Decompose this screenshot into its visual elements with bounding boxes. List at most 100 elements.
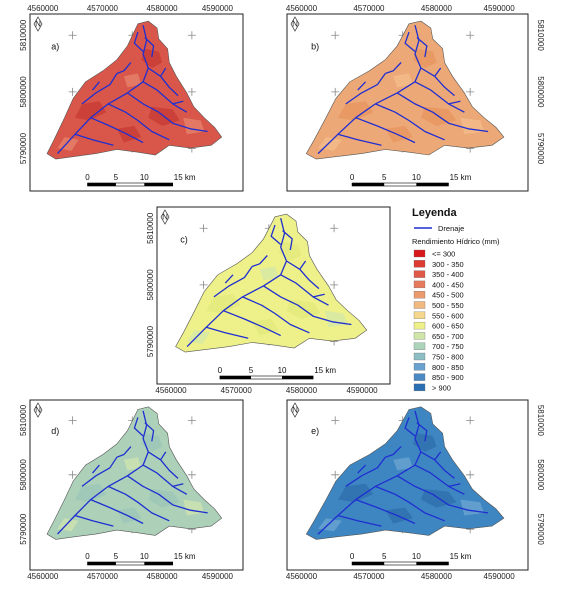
y-tick-label: 5810000 xyxy=(146,212,155,244)
scale-bar: 0 5 10 15 km xyxy=(218,366,336,380)
y-tick-label: 5800000 xyxy=(536,76,545,108)
drainage-line xyxy=(337,514,382,527)
drainage-line xyxy=(127,92,208,133)
map-panel-b: b) N 4560000 4570000 4580000 4590000 5810000 58… xyxy=(286,4,545,192)
scale-bar: 0 5 10 15 km xyxy=(85,173,196,187)
drainage-line xyxy=(81,73,118,105)
scale-bar-label: 10 xyxy=(140,552,149,561)
drainage-line xyxy=(133,31,144,52)
y-tick-label: 5790000 xyxy=(146,325,155,357)
drainage-line xyxy=(355,498,416,525)
graticule-cross xyxy=(331,31,340,40)
scale-bar-label: 0 xyxy=(85,173,90,182)
drainage-line xyxy=(251,255,268,268)
drainage-line xyxy=(186,218,288,348)
panel-label: b) xyxy=(311,41,319,51)
legend-swatch xyxy=(413,383,426,392)
drainage-line xyxy=(375,485,445,522)
x-tick-label: 4590000 xyxy=(202,4,234,13)
yield-patch xyxy=(337,483,374,503)
scale-bar-label: 15 km xyxy=(314,366,336,375)
scale-bar: 0 5 10 15 km xyxy=(350,173,472,187)
drainage-line xyxy=(313,293,325,298)
yield-patch xyxy=(393,73,413,88)
north-arrow-icon xyxy=(290,402,300,418)
graticule-cross xyxy=(331,470,340,479)
drainage-line xyxy=(172,100,184,105)
drainage-line xyxy=(172,483,184,488)
x-tick-label: 4560000 xyxy=(27,4,59,13)
panel-label: a) xyxy=(51,41,59,51)
drainage-line xyxy=(385,62,402,75)
legend-class-label: 700 - 750 xyxy=(432,342,464,351)
drainage-line xyxy=(404,417,416,437)
north-arrow-icon xyxy=(160,209,170,225)
drainage-line xyxy=(286,260,320,290)
graticule-cross xyxy=(199,280,208,289)
x-tick-label: 4580000 xyxy=(421,572,453,581)
north-arrow-icon xyxy=(33,402,43,418)
drainage-line xyxy=(448,483,461,488)
legend-swatch xyxy=(413,321,426,330)
map-panel-e: e) N 4560000 4570000 4580000 4590000 5810000 58… xyxy=(286,399,545,581)
graticule-cross xyxy=(68,31,77,40)
drainage-line xyxy=(74,514,114,527)
legend-swatch xyxy=(413,342,426,350)
drainage-line xyxy=(206,326,249,339)
panel-label: c) xyxy=(180,234,188,244)
x-tick-label: 4570000 xyxy=(221,386,253,395)
drainage-line xyxy=(396,92,489,133)
drainage-line xyxy=(223,310,281,337)
y-tick-label: 5800000 xyxy=(146,269,155,301)
yield-patch xyxy=(206,294,241,314)
scale-bar-label: 0 xyxy=(350,173,355,182)
drainage-line xyxy=(160,451,167,461)
x-tick-label: 4570000 xyxy=(87,572,119,581)
legend-class-label: 600 - 650 xyxy=(432,322,464,331)
legend-class-label: 550 - 600 xyxy=(432,311,464,320)
drainage-line xyxy=(144,37,155,58)
legend: Leyenda Drenaje Rendimiento Hídrico (mm) <=… xyxy=(412,207,500,392)
drainage-line xyxy=(92,464,100,474)
drainage-line xyxy=(270,224,282,245)
y-tick-label: 5810000 xyxy=(19,19,28,51)
drainage-line xyxy=(414,464,465,495)
north-label: N xyxy=(292,20,298,29)
drainage-line xyxy=(133,417,144,437)
scale-bar-label: 5 xyxy=(382,552,387,561)
scale-bar-label: 10 xyxy=(278,366,287,375)
scale-bar-label: 0 xyxy=(218,366,223,375)
legend-subtitle: Rendimiento Hídrico (mm) xyxy=(412,237,500,246)
legend-class-label: 450 - 500 xyxy=(432,291,464,300)
drainage-line xyxy=(116,62,132,75)
drainage-line xyxy=(142,464,188,495)
legend-swatch xyxy=(413,249,426,258)
y-tick-label: 5810000 xyxy=(536,405,545,437)
graticule-cross xyxy=(68,416,77,425)
legend-title: Leyenda xyxy=(412,207,458,219)
x-tick-label: 4580000 xyxy=(146,4,178,13)
graticule-cross xyxy=(466,470,475,479)
drainage-line xyxy=(420,451,455,479)
y-tick-label: 5810000 xyxy=(536,20,545,52)
drainage-line xyxy=(404,31,416,52)
legend-class-label: 650 - 700 xyxy=(432,332,464,341)
drainage-line xyxy=(357,81,367,91)
x-tick-label: 4570000 xyxy=(87,4,119,13)
x-tick-label: 4570000 xyxy=(353,4,385,13)
yield-patch xyxy=(75,483,107,503)
drainage-line xyxy=(420,67,455,97)
graticule-cross xyxy=(68,470,77,479)
graticule-cross xyxy=(466,31,475,40)
drainage-line xyxy=(448,100,461,105)
drainage-line xyxy=(282,230,293,251)
legend-swatch xyxy=(413,291,426,299)
drainage-line xyxy=(74,133,114,146)
scale-bar-label: 5 xyxy=(114,173,119,182)
scale-bar-label: 15 km xyxy=(174,173,196,182)
drainage-line xyxy=(416,37,428,58)
yield-patch xyxy=(75,101,107,121)
y-tick-label: 5790000 xyxy=(536,514,545,546)
x-tick-label: 4590000 xyxy=(484,572,516,581)
